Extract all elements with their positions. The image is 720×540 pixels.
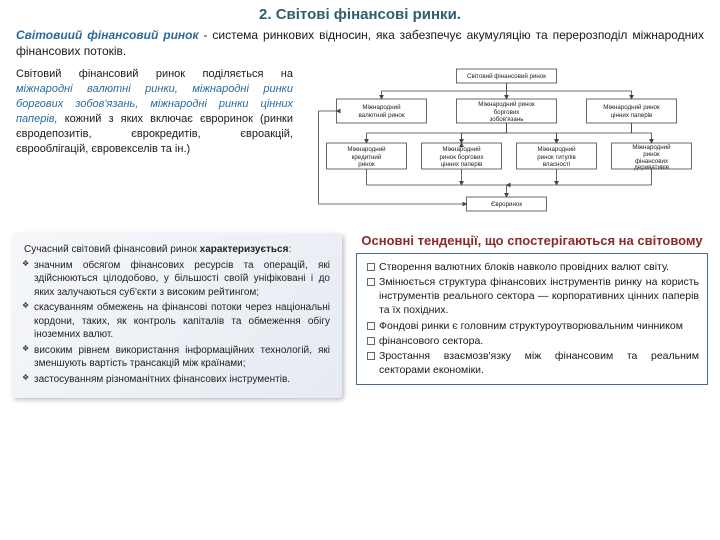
top-row: Світовий фінансовий ринок поділяється на… [0, 65, 720, 225]
diagram-r1-2b: цінних паперів [611, 112, 653, 119]
tendencies-list: Створення валютних блоків навколо провід… [365, 260, 699, 377]
characteristics-list: значним обсягом фінансових ресурсів та о… [24, 259, 330, 387]
diagram-r2-2a: Міжнародний [537, 146, 576, 153]
diagram-r1-1b: боргових [494, 109, 521, 116]
tendencies-box: Створення валютних блоків навколо провід… [356, 253, 708, 385]
diagram-r2-2c: власності [543, 161, 570, 168]
section-title: 2. Світові фінансові ринки. [0, 0, 720, 27]
list-item: Змінюється структура фінансових інструме… [365, 275, 699, 318]
card-lead: Сучасний світовий фінансовий ринок харак… [24, 243, 330, 257]
diagram-r2-2b: ринок титулів [537, 154, 576, 161]
diagram-r1-2a: Міжнародний ринок [603, 104, 660, 111]
diagram-r2-0a: Міжнародний [347, 146, 386, 153]
list-item: фінансового сектора. [365, 334, 699, 348]
hierarchy-diagram: Світовий фінансовий ринок Міжнародний ва… [305, 65, 708, 225]
diagram-column: Світовий фінансовий ринок Міжнародний ва… [305, 65, 708, 225]
diagram-r1-0b: валютний ринок [358, 112, 404, 119]
diagram-r2-1c: цінних паперів [441, 161, 483, 168]
diagram-r2-0b: кредитний [352, 154, 382, 161]
diagram-top: Світовий фінансовий ринок [467, 73, 546, 80]
desc-p1: Світовий фінансовий ринок поділяється на [16, 68, 293, 80]
list-item: застосуванням різноманітних фінансових і… [24, 373, 330, 387]
intro-paragraph: Світовиий фінансовий ринок - система рин… [0, 27, 720, 65]
diagram-r2-3a: Міжнародний [632, 144, 671, 151]
desc-p2: кожний з яких включає євроринок (ринки є… [16, 113, 293, 155]
list-item: скасуванням обмежень на фінансові потоки… [24, 301, 330, 342]
diagram-r2-1b: ринок боргових [439, 154, 484, 161]
characteristics-card: Сучасний світовий фінансовий ринок харак… [12, 233, 342, 398]
bottom-row: Сучасний світовий фінансовий ринок харак… [0, 227, 720, 398]
diagram-r1-0a: Міжнародний [362, 104, 401, 111]
list-item: значним обсягом фінансових ресурсів та о… [24, 259, 330, 300]
tendencies-title: Основні тенденції, що спостерігаються на… [356, 233, 708, 249]
diagram-r1-1c: зобов'язань [490, 116, 524, 123]
list-item: високим рівнем використання інформаційни… [24, 344, 330, 371]
diagram-r1-1a: Міжнародний ринок [478, 101, 535, 108]
list-item: Зростання взаємозв'язку між фінансовим т… [365, 349, 699, 377]
diagram-bottom: Євроринок [491, 201, 522, 208]
diagram-r2-0c: ринок [358, 161, 375, 168]
description-column: Світовий фінансовий ринок поділяється на… [12, 65, 297, 225]
list-item: Створення валютних блоків навколо провід… [365, 260, 699, 274]
diagram-r2-1a: Міжнародний [442, 146, 481, 153]
diagram-r2-3b: ринок [643, 151, 660, 158]
list-item: Фондові ринки є головним структуроутворю… [365, 319, 699, 333]
tendencies-column: Основні тенденції, що спостерігаються на… [356, 233, 708, 398]
intro-term: Світовиий фінансовий ринок [16, 28, 199, 42]
